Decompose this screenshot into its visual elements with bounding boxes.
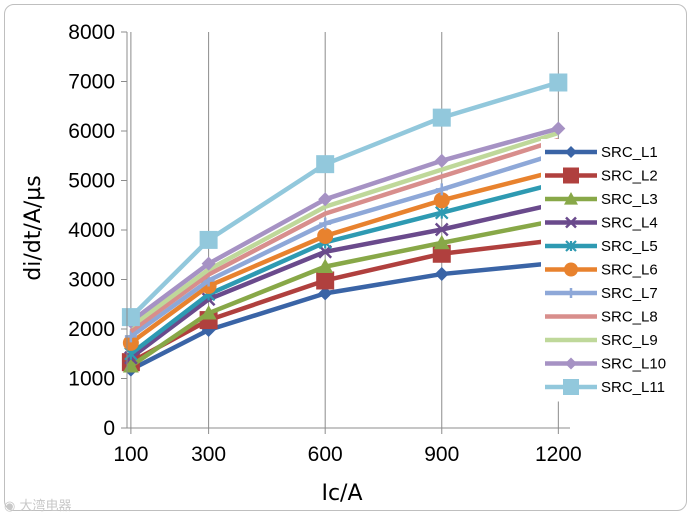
y-tick-label-2000: 2000: [68, 318, 115, 341]
y-tick-label-5000: 5000: [68, 170, 115, 193]
legend-item-SRC_L4: SRC_L4: [545, 215, 658, 232]
data-point-SRC_L11-600: [316, 155, 335, 174]
series-SRC_L9: [129, 130, 560, 329]
legend-item-SRC_L9: SRC_L9: [545, 332, 658, 349]
legend-label-SRC_L4: SRC_L4: [601, 215, 658, 232]
legend-label-SRC_L1: SRC_L1: [601, 144, 658, 161]
data-point-SRC_L6-900: [433, 192, 450, 209]
y-tick-label-3000: 3000: [68, 269, 115, 292]
data-point-SRC_L11-1200: [549, 73, 568, 92]
y-tick-label-7000: 7000: [68, 71, 115, 94]
watermark: ◉ 大湾电器: [4, 495, 72, 514]
x-tick-label-1200: 1200: [535, 443, 582, 466]
legend-swatch-marker-SRC_L3: [564, 192, 578, 205]
legend-item-SRC_L7: SRC_L7: [545, 285, 658, 302]
legend-label-SRC_L7: SRC_L7: [601, 285, 658, 302]
legend-item-SRC_L6: SRC_L6: [545, 262, 658, 279]
y-tick-label-4000: 4000: [68, 219, 115, 242]
legend-swatch-marker-SRC_L2: [563, 167, 579, 184]
legend-label-SRC_L10: SRC_L10: [601, 356, 666, 373]
y-tick-label-0: 0: [103, 417, 115, 440]
legend-swatch-marker-SRC_L10: [565, 357, 577, 370]
legend-label-SRC_L9: SRC_L9: [601, 332, 658, 349]
series-SRC_L10: [123, 121, 566, 329]
series-line-SRC_L2: [129, 237, 559, 365]
x-tick-label-600: 600: [308, 443, 343, 466]
data-point-SRC_L10-1200: [551, 121, 566, 136]
legend-item-SRC_L1: SRC_L1: [545, 144, 658, 161]
y-tick-label-8000: 8000: [68, 21, 115, 44]
chart-frame: [4, 4, 687, 511]
data-point-SRC_L3-600: [317, 258, 334, 274]
data-point-SRC_L10-300: [201, 256, 216, 271]
data-point-SRC_L11-100: [121, 308, 140, 327]
weibo-icon: ◉: [4, 499, 16, 514]
legend-swatch-marker-SRC_L7: [566, 288, 576, 298]
legend-label-SRC_L5: SRC_L5: [601, 238, 658, 255]
legend-swatch-marker-SRC_L4: [565, 216, 577, 229]
watermark-text: 大湾电器: [19, 499, 72, 514]
y-tick-label-6000: 6000: [68, 120, 115, 143]
legend-item-SRC_L11: SRC_L11: [545, 379, 665, 396]
legend-item-SRC_L2: SRC_L2: [545, 167, 658, 185]
data-point-SRC_L3-300: [200, 305, 217, 320]
data-point-SRC_L7-600: [319, 217, 332, 230]
y-axis-title: di/dt/A/µs: [21, 175, 46, 280]
data-point-SRC_L5-900: [434, 205, 449, 220]
series-SRC_L11: [121, 73, 568, 327]
data-point-SRC_L4-900: [434, 222, 449, 237]
x-tick-label-300: 300: [191, 443, 226, 466]
series-SRC_L8: [129, 137, 560, 334]
data-point-SRC_L6-600: [317, 227, 334, 244]
legend-label-SRC_L2: SRC_L2: [601, 168, 658, 185]
series-line-SRC_L8: [129, 137, 560, 334]
y-tick-label-1000: 1000: [68, 368, 115, 391]
series-line-SRC_L9: [129, 130, 560, 329]
legend-label-SRC_L3: SRC_L3: [601, 191, 658, 208]
data-point-SRC_L3-900: [433, 234, 450, 250]
legend-item-SRC_L5: SRC_L5: [545, 238, 658, 255]
legend-label-SRC_L6: SRC_L6: [601, 262, 658, 279]
series-layer: [121, 73, 568, 377]
legend-item-SRC_L3: SRC_L3: [545, 191, 658, 208]
axis-layer: 0 1000 2000 3000 4000 5000 6000 7000 8000 100 300 6…: [68, 21, 581, 466]
legend-swatch-marker-SRC_L6: [564, 262, 578, 277]
legend-label-SRC_L8: SRC_L8: [601, 309, 658, 326]
legend-swatch-marker-SRC_L11: [563, 379, 579, 395]
legend-label-SRC_L11: SRC_L11: [601, 379, 665, 396]
legend-item-SRC_L10: SRC_L10: [545, 356, 666, 373]
data-point-SRC_L11-300: [199, 230, 218, 249]
x-axis-title: Ic/A: [321, 481, 362, 506]
legend-swatch-marker-SRC_L5: [565, 240, 577, 252]
data-point-SRC_L7-900: [435, 183, 448, 196]
x-tick-label-100: 100: [113, 443, 148, 466]
data-point-SRC_L1-600: [318, 286, 333, 301]
legend-item-SRC_L8: SRC_L8: [545, 309, 658, 326]
series-line-SRC_L6: [129, 168, 559, 345]
x-tick-label-900: 900: [424, 443, 459, 466]
data-point-SRC_L10-900: [434, 153, 449, 168]
legend-swatch-marker-SRC_L1: [565, 146, 577, 158]
data-point-SRC_L10-600: [318, 192, 333, 207]
data-point-SRC_L2-600: [316, 271, 335, 290]
data-point-SRC_L1-900: [434, 267, 449, 282]
data-point-SRC_L11-900: [432, 108, 451, 127]
legend: SRC_L1 SRC_L2 SRC_L3 SRC_L4 SRC_L5 SRC_L6 SRC_…: [541, 139, 686, 402]
